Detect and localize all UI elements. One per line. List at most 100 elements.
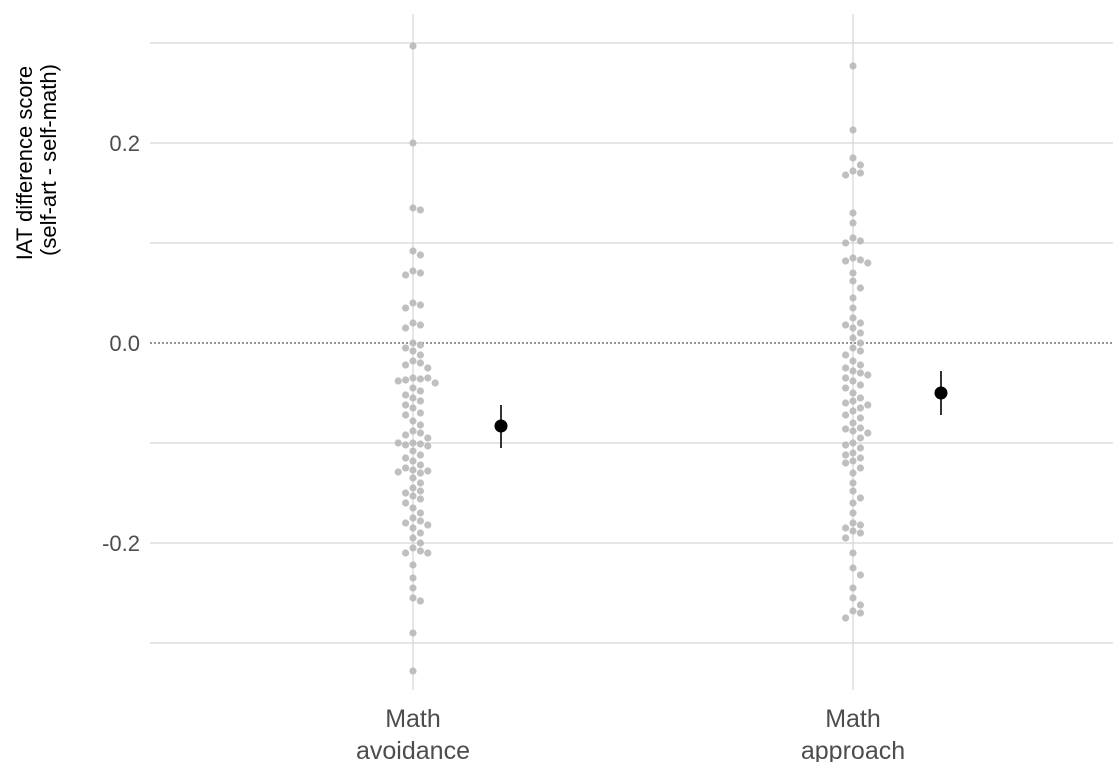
data-point: [409, 427, 417, 435]
data-point: [409, 474, 417, 482]
y-axis-title: IAT difference score (self-art - self-ma…: [12, 60, 61, 261]
data-point: [409, 267, 417, 275]
data-point: [416, 517, 424, 525]
data-point: [416, 495, 424, 503]
data-point: [431, 379, 439, 387]
data-point: [402, 464, 410, 472]
data-point: [856, 529, 865, 537]
y-axis-title-line-1: IAT difference score: [12, 66, 37, 260]
data-point: [842, 524, 850, 532]
data-point: [402, 489, 410, 497]
data-point: [409, 339, 417, 347]
data-point: [849, 419, 857, 427]
data-point: [842, 351, 850, 359]
data-point: [402, 304, 410, 312]
data-point: [849, 457, 857, 465]
data-point: [424, 467, 432, 475]
data-point: [409, 629, 417, 637]
data-point: [402, 454, 410, 462]
data-point: [409, 584, 417, 592]
data-point: [409, 139, 417, 147]
data-point: [842, 534, 850, 542]
data-point: [416, 206, 424, 214]
data-point: [842, 614, 850, 622]
data-point: [856, 369, 865, 377]
data-point: [849, 479, 857, 487]
data-point: [416, 321, 424, 329]
data-point: [402, 361, 410, 369]
data-point: [409, 374, 417, 382]
data-point: [416, 539, 424, 547]
data-point: [424, 434, 432, 442]
data-point: [409, 457, 417, 465]
data-point: [409, 247, 417, 255]
data-point: [849, 154, 857, 162]
data-point: [416, 487, 424, 495]
data-point: [409, 514, 417, 522]
mean-point: [934, 386, 948, 400]
data-point: [864, 259, 872, 267]
data-point: [856, 347, 865, 355]
data-point: [849, 469, 857, 477]
data-point: [856, 284, 865, 292]
labels-layer: -0.2 0.0 0.2 Math avoidance Math approach: [102, 131, 905, 762]
grid-layer: [150, 14, 1113, 690]
data-point: [849, 397, 857, 405]
data-point: [409, 204, 417, 212]
data-point: [849, 234, 857, 242]
data-point: [849, 527, 857, 535]
data-point: [842, 321, 850, 329]
data-point: [409, 384, 417, 392]
data-point: [849, 487, 857, 495]
data-point: [849, 509, 857, 517]
data-point: [856, 444, 865, 452]
data-point: [402, 519, 410, 527]
data-point: [856, 521, 865, 529]
data-point: [416, 547, 424, 555]
data-point: [402, 324, 410, 332]
y-tick-label: 0.2: [109, 131, 140, 156]
data-point: [842, 441, 850, 449]
data-point: [856, 414, 865, 422]
data-point: [409, 347, 417, 355]
data-point: [409, 439, 417, 447]
data-point: [416, 509, 424, 517]
data-point: [416, 269, 424, 277]
data-point: [842, 411, 850, 419]
data-point: [409, 357, 417, 365]
data-point: [856, 237, 865, 245]
data-point: [409, 504, 417, 512]
data-point: [856, 609, 865, 617]
data-point: [416, 479, 424, 487]
data-point: [409, 404, 417, 412]
data-point: [849, 499, 857, 507]
data-point: [849, 407, 857, 415]
data-point: [416, 597, 424, 605]
data-point: [842, 399, 850, 407]
x-category-label: Math: [385, 705, 441, 733]
data-point: [402, 441, 410, 449]
data-point: [849, 219, 857, 227]
data-point: [849, 439, 857, 447]
data-point: [849, 304, 857, 312]
data-point: [849, 209, 857, 217]
data-point: [849, 357, 857, 365]
data-point: [849, 367, 857, 375]
data-point: [842, 239, 850, 247]
data-point: [416, 409, 424, 417]
data-point: [864, 371, 872, 379]
data-point: [416, 469, 424, 477]
data-point: [856, 161, 865, 169]
data-point: [409, 42, 417, 50]
data-point: [849, 294, 857, 302]
data-point: [856, 361, 865, 369]
data-point: [424, 364, 432, 372]
data-point: [856, 329, 865, 337]
data-point: [409, 561, 417, 569]
data-point: [849, 344, 857, 352]
data-point: [402, 431, 410, 439]
data-point: [842, 451, 850, 459]
data-point: [394, 377, 402, 385]
x-category-label: Math: [825, 705, 881, 733]
